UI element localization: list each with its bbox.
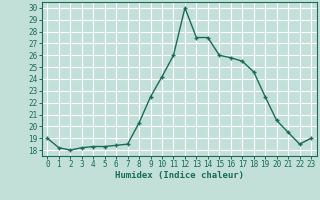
X-axis label: Humidex (Indice chaleur): Humidex (Indice chaleur) — [115, 171, 244, 180]
